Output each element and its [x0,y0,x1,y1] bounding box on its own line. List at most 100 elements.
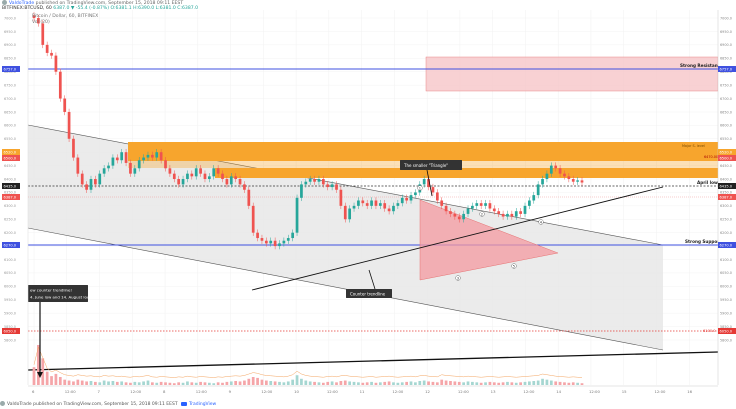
candle-body[interactable] [335,184,338,190]
candle-body[interactable] [457,216,461,220]
candle-body[interactable] [251,205,255,233]
descending-channel[interactable] [28,125,663,350]
candle-body[interactable] [488,203,492,209]
candle-body[interactable] [497,211,501,214]
candle-body[interactable] [247,189,251,206]
candle-body[interactable] [102,168,106,174]
candle-body[interactable] [501,213,505,217]
orange-zone-upper[interactable] [128,142,718,161]
candle-body[interactable] [396,203,400,206]
candle-body[interactable] [563,173,566,177]
candle-body[interactable] [120,152,124,161]
candle-body[interactable] [137,160,141,169]
orange-zone-lower[interactable] [215,168,718,178]
candle-body[interactable] [37,18,40,24]
candle-body[interactable] [357,200,360,206]
candle-body[interactable] [571,179,575,182]
candle-body[interactable] [282,240,286,244]
candle-body[interactable] [387,208,391,212]
candle-body[interactable] [348,208,352,220]
pink-resistance-zone[interactable] [425,56,719,92]
candle-body[interactable] [89,179,93,190]
triangle-label-box[interactable] [400,160,462,170]
candle-body[interactable] [172,173,176,180]
candle-body[interactable] [129,162,132,174]
candle-body[interactable] [234,176,238,180]
candle-body[interactable] [111,157,115,166]
candle-body[interactable] [212,168,216,177]
candle-body[interactable] [440,200,444,206]
author-name[interactable]: ValdoTrade [9,1,35,6]
candle-body[interactable] [462,213,465,220]
candle-body[interactable] [409,195,413,201]
candle-body[interactable] [422,179,426,185]
candle-body[interactable] [41,23,45,45]
candle-body[interactable] [484,203,487,206]
candle-body[interactable] [427,179,430,188]
candle-body[interactable] [317,179,321,182]
candle-body[interactable] [208,176,211,180]
candle-body[interactable] [352,205,356,209]
candle-body[interactable] [94,179,97,185]
candle-body[interactable] [98,173,102,185]
candle-body[interactable] [383,203,387,209]
candle-body[interactable] [229,176,233,185]
candle-body[interactable] [72,138,75,158]
candle-body[interactable] [536,184,540,196]
candle-body[interactable] [330,184,334,188]
candle-body[interactable] [238,179,242,185]
candle-body[interactable] [295,197,299,233]
candle-body[interactable] [431,187,435,193]
candle-body[interactable] [203,173,207,180]
symbol-line[interactable]: BITFINEX:BTCUSD, 60 [2,6,52,11]
candle-body[interactable] [164,160,167,169]
candle-body[interactable] [76,157,80,174]
candle-body[interactable] [159,152,163,161]
candle-body[interactable] [190,173,194,177]
candle-body[interactable] [313,179,316,182]
candle-body[interactable] [514,211,518,217]
candle-body[interactable] [67,111,71,139]
candle-body[interactable] [365,203,369,206]
candle-body[interactable] [225,179,229,185]
candle-body[interactable] [278,243,281,247]
candle-body[interactable] [273,240,277,247]
candle-body[interactable] [414,192,417,196]
left-note-box[interactable] [28,285,88,302]
candle-body[interactable] [510,213,514,217]
candle-body[interactable] [269,240,273,244]
candle-body[interactable] [576,180,579,182]
counter-trendline-box[interactable] [346,289,392,298]
candle-body[interactable] [32,15,36,19]
candle-body[interactable] [221,173,224,180]
candle-body[interactable] [308,179,312,182]
candle-body[interactable] [479,203,483,206]
candle-body[interactable] [545,173,549,180]
candle-body[interactable] [466,208,470,214]
candle-body[interactable] [378,203,382,206]
candle-body[interactable] [45,44,49,53]
candle-body[interactable] [361,200,365,204]
candle-body[interactable] [107,165,110,169]
candle-body[interactable] [300,184,303,198]
candle-body[interactable] [168,168,172,174]
candle-body[interactable] [54,55,58,72]
candle-body[interactable] [186,173,189,180]
candle-body[interactable] [541,179,544,185]
footer-author[interactable]: ValdoTrade [7,402,32,407]
candle-body[interactable] [339,189,343,206]
candle-body[interactable] [155,152,159,158]
candle-body[interactable] [506,213,509,217]
long-support-trendline[interactable] [27,351,719,371]
candle-body[interactable] [567,176,571,180]
candle-body[interactable] [580,180,584,183]
footer-brand[interactable]: TradingView [189,402,217,407]
triangle-pattern[interactable] [419,199,559,281]
candle-body[interactable] [80,173,84,185]
candle-body[interactable] [216,168,220,174]
candle-body[interactable] [400,197,404,204]
candle-body[interactable] [492,208,496,212]
candle-body[interactable] [558,168,562,174]
